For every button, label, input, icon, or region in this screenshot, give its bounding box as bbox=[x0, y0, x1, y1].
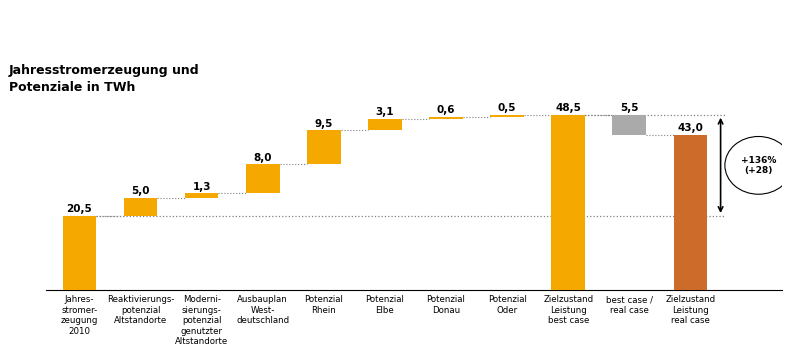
Text: 1,3: 1,3 bbox=[192, 182, 211, 192]
Text: Jahresstromerzeugung und
Potenziale in TWh: Jahresstromerzeugung und Potenziale in T… bbox=[9, 64, 200, 94]
Bar bbox=[368, 119, 402, 130]
Bar bbox=[490, 115, 524, 117]
Text: 48,5: 48,5 bbox=[556, 103, 581, 113]
Text: 5,5: 5,5 bbox=[620, 103, 638, 113]
Text: +136%
(+28): +136% (+28) bbox=[740, 156, 776, 175]
Bar bbox=[63, 216, 96, 290]
Bar bbox=[246, 164, 280, 193]
Text: 0,5: 0,5 bbox=[498, 103, 516, 113]
Text: 3,1: 3,1 bbox=[375, 107, 395, 117]
Bar bbox=[430, 117, 463, 119]
Bar bbox=[673, 135, 707, 290]
Text: 5,0: 5,0 bbox=[132, 186, 150, 196]
Ellipse shape bbox=[725, 136, 792, 194]
Bar bbox=[552, 115, 585, 290]
Text: 0,6: 0,6 bbox=[437, 105, 455, 115]
Bar bbox=[612, 115, 646, 135]
Text: 20,5: 20,5 bbox=[67, 204, 92, 214]
Bar bbox=[124, 198, 157, 216]
Text: 9,5: 9,5 bbox=[315, 118, 333, 129]
Bar bbox=[307, 130, 340, 164]
Text: 43,0: 43,0 bbox=[677, 123, 703, 133]
Bar bbox=[185, 193, 218, 198]
Text: 8,0: 8,0 bbox=[253, 153, 272, 163]
